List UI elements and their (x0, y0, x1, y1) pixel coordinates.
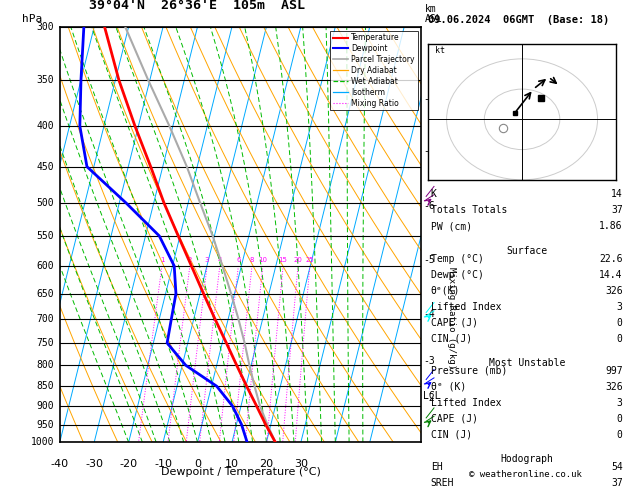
Text: 3: 3 (617, 398, 623, 408)
Text: 700: 700 (36, 314, 54, 324)
Text: 10: 10 (259, 257, 267, 262)
Text: 500: 500 (36, 198, 54, 208)
Text: 900: 900 (36, 401, 54, 411)
Text: Dewp (°C): Dewp (°C) (431, 270, 484, 279)
Text: Lifted Index: Lifted Index (431, 302, 501, 312)
Text: -10: -10 (154, 459, 172, 469)
Text: 8: 8 (250, 257, 254, 262)
Text: 350: 350 (36, 75, 54, 85)
Text: 450: 450 (36, 162, 54, 172)
Text: 10: 10 (225, 459, 239, 469)
Text: LCL: LCL (423, 391, 441, 401)
Text: 997: 997 (605, 366, 623, 376)
Text: EH: EH (431, 462, 443, 472)
Text: 0: 0 (617, 318, 623, 328)
Text: 1: 1 (160, 257, 164, 262)
Text: -4: -4 (423, 309, 435, 319)
Text: 400: 400 (36, 121, 54, 131)
Text: 3: 3 (617, 302, 623, 312)
Text: 800: 800 (36, 360, 54, 370)
Text: CAPE (J): CAPE (J) (431, 318, 478, 328)
Text: 25: 25 (306, 257, 314, 262)
Text: 650: 650 (36, 289, 54, 298)
Text: 6: 6 (236, 257, 241, 262)
Text: 0: 0 (617, 334, 623, 344)
Text: PW (cm): PW (cm) (431, 222, 472, 231)
Text: kt: kt (435, 46, 445, 55)
Text: Surface: Surface (506, 245, 547, 256)
Text: hPa: hPa (22, 14, 42, 24)
Text: 1000: 1000 (31, 437, 54, 447)
Text: 2: 2 (187, 257, 192, 262)
Text: 300: 300 (36, 22, 54, 32)
Text: 22.6: 22.6 (599, 254, 623, 263)
Text: 600: 600 (36, 261, 54, 271)
Text: SREH: SREH (431, 478, 454, 486)
Text: 30: 30 (294, 459, 308, 469)
Text: -30: -30 (85, 459, 103, 469)
Text: CIN (J): CIN (J) (431, 334, 472, 344)
Text: © weatheronline.co.uk: © weatheronline.co.uk (469, 469, 582, 479)
Text: CAPE (J): CAPE (J) (431, 414, 478, 424)
Text: -40: -40 (51, 459, 69, 469)
Text: Temp (°C): Temp (°C) (431, 254, 484, 263)
Text: 20: 20 (259, 459, 274, 469)
Text: 37: 37 (611, 206, 623, 215)
Text: 14: 14 (611, 190, 623, 199)
Text: 4: 4 (218, 257, 222, 262)
Text: 1.86: 1.86 (599, 222, 623, 231)
Text: -20: -20 (120, 459, 138, 469)
Text: 20: 20 (294, 257, 303, 262)
Legend: Temperature, Dewpoint, Parcel Trajectory, Dry Adiabat, Wet Adiabat, Isotherm, Mi: Temperature, Dewpoint, Parcel Trajectory… (330, 31, 418, 110)
Text: θᵉ(K): θᵉ(K) (431, 286, 460, 295)
Text: 14.4: 14.4 (599, 270, 623, 279)
Text: 550: 550 (36, 231, 54, 241)
Text: -8: -8 (423, 94, 435, 104)
Text: 950: 950 (36, 419, 54, 430)
Text: 09.06.2024  06GMT  (Base: 18): 09.06.2024 06GMT (Base: 18) (428, 15, 609, 25)
Text: -6: -6 (423, 202, 435, 211)
Text: km
ASL: km ASL (425, 4, 442, 24)
Text: 15: 15 (279, 257, 287, 262)
Text: Pressure (mb): Pressure (mb) (431, 366, 507, 376)
Text: 750: 750 (36, 338, 54, 348)
Text: Most Unstable: Most Unstable (489, 358, 565, 368)
Text: 0: 0 (194, 459, 201, 469)
Text: -7: -7 (423, 146, 435, 156)
Text: Totals Totals: Totals Totals (431, 206, 507, 215)
Text: 0: 0 (617, 430, 623, 440)
Text: 3: 3 (205, 257, 209, 262)
Text: Mixing Ratio (g/kg): Mixing Ratio (g/kg) (447, 266, 455, 369)
Text: -5: -5 (423, 255, 435, 265)
X-axis label: Dewpoint / Temperature (°C): Dewpoint / Temperature (°C) (160, 467, 321, 477)
Text: Hodograph: Hodograph (500, 454, 554, 464)
Text: -3: -3 (423, 356, 435, 366)
Text: 326: 326 (605, 286, 623, 295)
Text: 850: 850 (36, 381, 54, 391)
Text: θᵉ (K): θᵉ (K) (431, 382, 466, 392)
Text: 326: 326 (605, 382, 623, 392)
Text: K: K (431, 190, 437, 199)
Text: 39°04'N  26°36'E  105m  ASL: 39°04'N 26°36'E 105m ASL (89, 0, 305, 12)
Text: 54: 54 (611, 462, 623, 472)
Text: 0: 0 (617, 414, 623, 424)
Text: -2: -2 (423, 393, 435, 403)
Text: CIN (J): CIN (J) (431, 430, 472, 440)
Text: 37: 37 (611, 478, 623, 486)
Text: Lifted Index: Lifted Index (431, 398, 501, 408)
